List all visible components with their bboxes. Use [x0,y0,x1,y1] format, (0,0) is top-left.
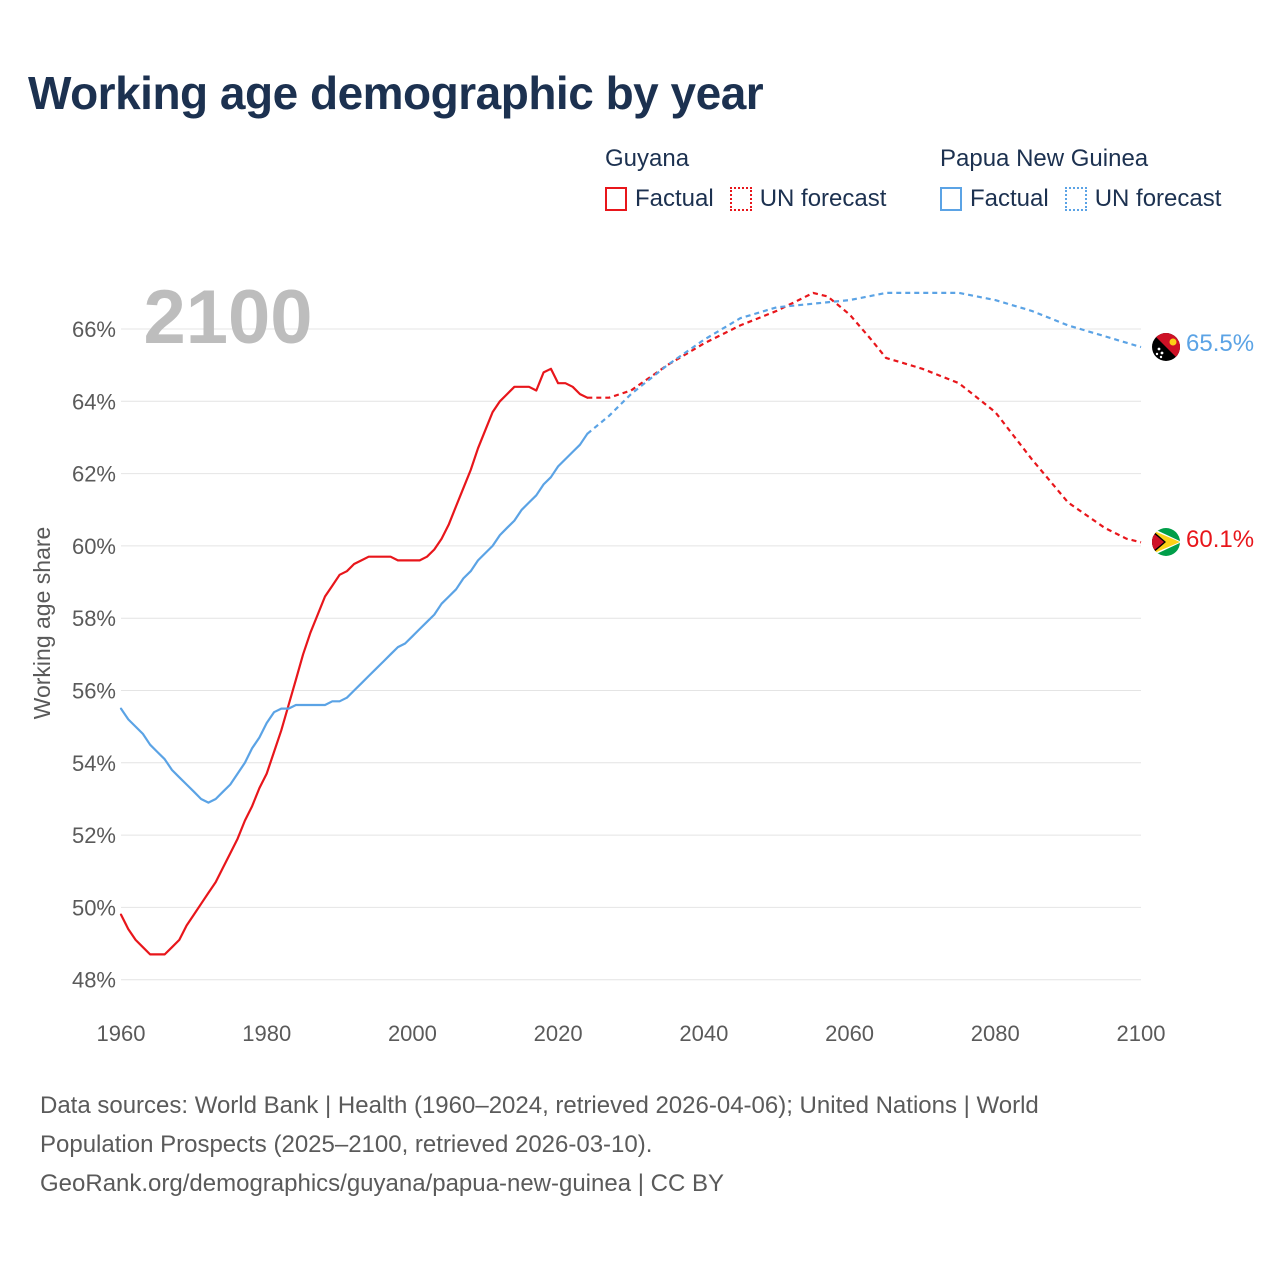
y-tick-label: 62% [72,462,116,487]
legend-guyana-factual[interactable]: Factual [605,185,714,213]
png-flag-icon [1152,333,1180,361]
chart-title: Working age demographic by year [28,67,764,119]
y-tick-label: 52% [72,823,116,848]
legend-png-forecast-label: UN forecast [1094,185,1222,212]
x-axis-ticks: 1960 1980 2000 2020 2040 2060 2080 2100 [97,1021,1166,1046]
y-tick-label: 66% [72,317,116,342]
y-tick-label: 54% [72,751,116,776]
gridlines [121,328,1141,981]
x-tick-label: 2100 [1117,1021,1166,1046]
legend-png-factual[interactable]: Factual [940,185,1049,213]
legend-guyana-name: Guyana [605,145,690,172]
legend-swatch-solid-blue [940,187,962,211]
legend-guyana-forecast[interactable]: UN forecast [729,185,887,213]
y-tick-label: 50% [72,895,116,920]
x-tick-label: 2040 [679,1021,728,1046]
y-tick-label: 60% [72,534,116,559]
footer: Data sources: World Bank | Health (1960–… [40,1086,1220,1203]
x-tick-label: 1980 [242,1021,291,1046]
x-tick-label: 2000 [388,1021,437,1046]
x-tick-label: 2020 [534,1021,583,1046]
source-line-2: Population Prospects (2025–2100, retriev… [40,1131,653,1158]
series-line-guyana-factual [119,367,589,956]
series-lines [119,291,1142,956]
chart-plot: 2100 48% 50% 52% 54% 56% 58% 60% 62% 64% 66% 1960… [29,275,1254,1046]
series-line-papua-new-guinea-factual [119,432,589,804]
guyana-flag-icon [1152,528,1180,556]
legend-guyana: Guyana Factual UN forecast [605,145,902,213]
y-tick-label: 64% [72,389,116,414]
source-link[interactable]: GeoRank.org/demographics/guyana/papua-ne… [40,1170,724,1197]
legend-png: Papua New Guinea Factual UN forecast [940,145,1237,213]
legend-swatch-dotted-blue [1064,187,1087,211]
legend-png-name: Papua New Guinea [940,145,1149,172]
end-label-guyana: 60.1% [1186,526,1254,553]
legend-swatch-solid-red [605,187,627,211]
end-label-png: 65.5% [1186,330,1254,357]
legend-swatch-dotted-red [729,187,752,211]
y-tick-label: 58% [72,606,116,631]
x-tick-label: 2060 [825,1021,874,1046]
y-tick-label: 48% [72,968,116,993]
series-line-guyana-forecast [587,291,1142,544]
source-line-1: Data sources: World Bank | Health (1960–… [40,1092,1039,1119]
year-watermark: 2100 [143,275,312,360]
y-tick-label: 56% [72,679,116,704]
y-axis-ticks: 48% 50% 52% 54% 56% 58% 60% 62% 64% 66% [72,317,116,993]
legend-guyana-forecast-label: UN forecast [759,185,887,212]
x-tick-label: 2080 [971,1021,1020,1046]
legend-png-forecast[interactable]: UN forecast [1064,185,1222,213]
series-line-papua-new-guinea-forecast [586,291,1142,435]
x-tick-label: 1960 [97,1021,146,1046]
y-axis-label: Working age share [29,527,55,720]
legend-png-factual-label: Factual [970,185,1049,212]
legend-guyana-factual-label: Factual [635,185,714,212]
